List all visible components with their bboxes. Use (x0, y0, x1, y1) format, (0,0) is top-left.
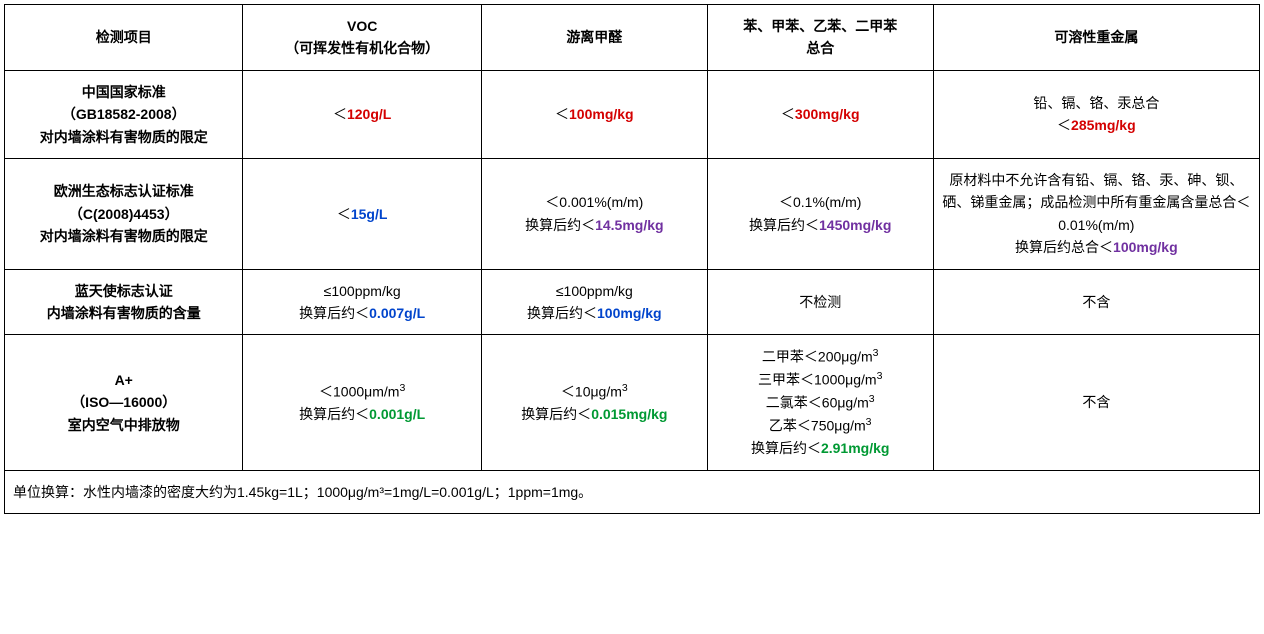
cell-benz: 二甲苯＜200μg/m3三甲苯＜1000μg/m3二氯苯＜60μg/m3乙苯＜7… (707, 335, 933, 471)
standards-table: 检测项目 VOC（可挥发性有机化合物） 游离甲醛 苯、甲苯、乙苯、二甲苯总合 可… (4, 4, 1260, 514)
header-form: 游离甲醛 (481, 5, 707, 71)
cell-benz: ＜300mg/kg (707, 70, 933, 158)
footnote-cell: 单位换算：水性内墙漆的密度大约为1.45kg=1L；1000μg/m³=1mg/… (5, 470, 1260, 513)
cell-benz: ＜0.1%(m/m)换算后约＜1450mg/kg (707, 158, 933, 269)
cell-voc: ＜15g/L (243, 158, 481, 269)
cell-voc: ≤100ppm/kg换算后约＜0.007g/L (243, 269, 481, 335)
table-row: A+（ISO—16000）室内空气中排放物＜1000μm/m3换算后约＜0.00… (5, 335, 1260, 471)
table-row: 欧洲生态标志认证标准（C(2008)4453）对内墙涂料有害物质的限定＜15g/… (5, 158, 1260, 269)
table-body: 中国国家标准（GB18582-2008）对内墙涂料有害物质的限定＜120g/L＜… (5, 70, 1260, 470)
cell-metal: 不含 (933, 335, 1259, 471)
row-label: 蓝天使标志认证内墙涂料有害物质的含量 (5, 269, 243, 335)
row-label: A+（ISO—16000）室内空气中排放物 (5, 335, 243, 471)
cell-form: ＜0.001%(m/m)换算后约＜14.5mg/kg (481, 158, 707, 269)
header-row: 检测项目 VOC（可挥发性有机化合物） 游离甲醛 苯、甲苯、乙苯、二甲苯总合 可… (5, 5, 1260, 71)
table-row: 中国国家标准（GB18582-2008）对内墙涂料有害物质的限定＜120g/L＜… (5, 70, 1260, 158)
table-row: 蓝天使标志认证内墙涂料有害物质的含量≤100ppm/kg换算后约＜0.007g/… (5, 269, 1260, 335)
cell-form: ＜100mg/kg (481, 70, 707, 158)
cell-form: ≤100ppm/kg换算后约＜100mg/kg (481, 269, 707, 335)
cell-metal: 原材料中不允许含有铅、镉、铬、汞、砷、钡、硒、锑重金属；成品检测中所有重金属含量… (933, 158, 1259, 269)
row-label: 中国国家标准（GB18582-2008）对内墙涂料有害物质的限定 (5, 70, 243, 158)
row-label: 欧洲生态标志认证标准（C(2008)4453）对内墙涂料有害物质的限定 (5, 158, 243, 269)
cell-voc: ＜1000μm/m3换算后约＜0.001g/L (243, 335, 481, 471)
header-metal: 可溶性重金属 (933, 5, 1259, 71)
cell-form: ＜10μg/m3换算后约＜0.015mg/kg (481, 335, 707, 471)
header-item: 检测项目 (5, 5, 243, 71)
cell-voc: ＜120g/L (243, 70, 481, 158)
cell-metal: 铅、镉、铬、汞总合＜285mg/kg (933, 70, 1259, 158)
cell-metal: 不含 (933, 269, 1259, 335)
footnote-row: 单位换算：水性内墙漆的密度大约为1.45kg=1L；1000μg/m³=1mg/… (5, 470, 1260, 513)
header-voc: VOC（可挥发性有机化合物） (243, 5, 481, 71)
header-benz: 苯、甲苯、乙苯、二甲苯总合 (707, 5, 933, 71)
cell-benz: 不检测 (707, 269, 933, 335)
